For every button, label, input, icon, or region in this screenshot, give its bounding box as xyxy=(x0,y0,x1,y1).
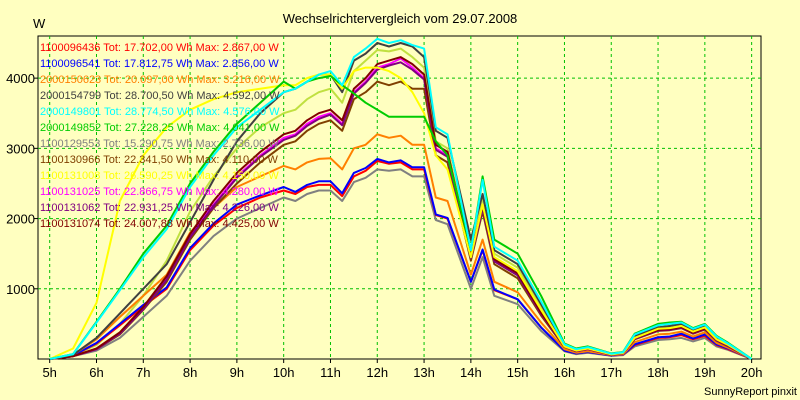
x-tick-label: 7h xyxy=(136,365,150,380)
x-tick-label: 17h xyxy=(600,365,622,380)
y-tick-label: 3000 xyxy=(6,141,35,156)
y-axis-ticks: 1000 2000 3000 4000 xyxy=(6,71,38,297)
legend-entry: 2000149852 Tot: 27.228,25 Wh Max: 4.041,… xyxy=(40,122,280,134)
series-lines xyxy=(49,37,753,360)
x-tick-label: 10h xyxy=(273,365,295,380)
legend-entry: 1100096436 Tot: 17.702,00 Wh Max: 2.867,… xyxy=(40,42,279,54)
x-tick-label: 5h xyxy=(42,365,56,380)
series-line xyxy=(49,37,753,360)
legend-entry: 1100131062 Tot: 22.931,25 Wh Max: 4.226,… xyxy=(40,202,279,214)
series-line xyxy=(49,75,753,360)
legend-entry: 1100131074 Tot: 24.007,88 Wh Max: 4.425,… xyxy=(40,218,279,230)
series-line xyxy=(49,66,753,360)
y-tick-label: 4000 xyxy=(6,71,35,86)
legend-entry: 2000150623 Tot: 20.097,00 Wh Max: 3.216,… xyxy=(40,74,280,86)
legend-entry: 2000149801 Tot: 28.774,50 Wh Max: 4.576,… xyxy=(40,106,280,118)
series-line xyxy=(49,42,753,360)
legend-entry: 1100131025 Tot: 22.866,75 Wh Max: 4.280,… xyxy=(40,186,279,198)
x-tick-label: 16h xyxy=(554,365,576,380)
x-tick-label: 15h xyxy=(507,365,529,380)
legend-entry: 1100130966 Tot: 22.341,50 Wh Max: 4.110,… xyxy=(40,154,279,166)
x-tick-label: 11h xyxy=(320,365,341,380)
plot-area xyxy=(37,35,762,360)
legend-entry: 1100096541 Tot: 17.812,75 Wh Max: 2.856,… xyxy=(40,58,279,70)
legend-entry: 1100131008 Tot: 26.590,25 Wh Max: 4.150,… xyxy=(40,170,279,182)
y-axis-unit-label: W xyxy=(33,16,46,31)
y-tick-label: 1000 xyxy=(6,282,35,297)
legend-entry: 1100129553 Tot: 15.290,75 Wh Max: 2.736,… xyxy=(40,138,279,150)
x-tick-label: 13h xyxy=(413,365,435,380)
x-tick-label: 12h xyxy=(366,365,388,380)
x-tick-label: 9h xyxy=(230,365,244,380)
x-tick-label: 8h xyxy=(183,365,197,380)
series-line xyxy=(49,157,753,360)
legend-entry: 2000154799 Tot: 28.700,50 Wh Max: 4.592,… xyxy=(40,90,280,102)
series-line xyxy=(49,168,752,360)
legend: 1100096436 Tot: 17.702,00 Wh Max: 2.867,… xyxy=(40,42,280,230)
y-tick-label: 2000 xyxy=(6,212,35,227)
x-tick-label: 14h xyxy=(460,365,482,380)
x-tick-label: 6h xyxy=(89,365,103,380)
x-tick-label: 19h xyxy=(694,365,716,380)
x-tick-label: 18h xyxy=(647,365,669,380)
x-tick-label: 20h xyxy=(741,365,763,380)
x-axis-ticks: 5h 6h 7h 8h 9h 10h 11h 12h 13h 14h 15h 16h 17h 18h 19h… xyxy=(42,359,762,380)
chart-title: Wechselrichtervergleich vom 29.07.2008 xyxy=(283,11,518,26)
footer-credit: SunnyReport pinxit xyxy=(704,386,797,398)
